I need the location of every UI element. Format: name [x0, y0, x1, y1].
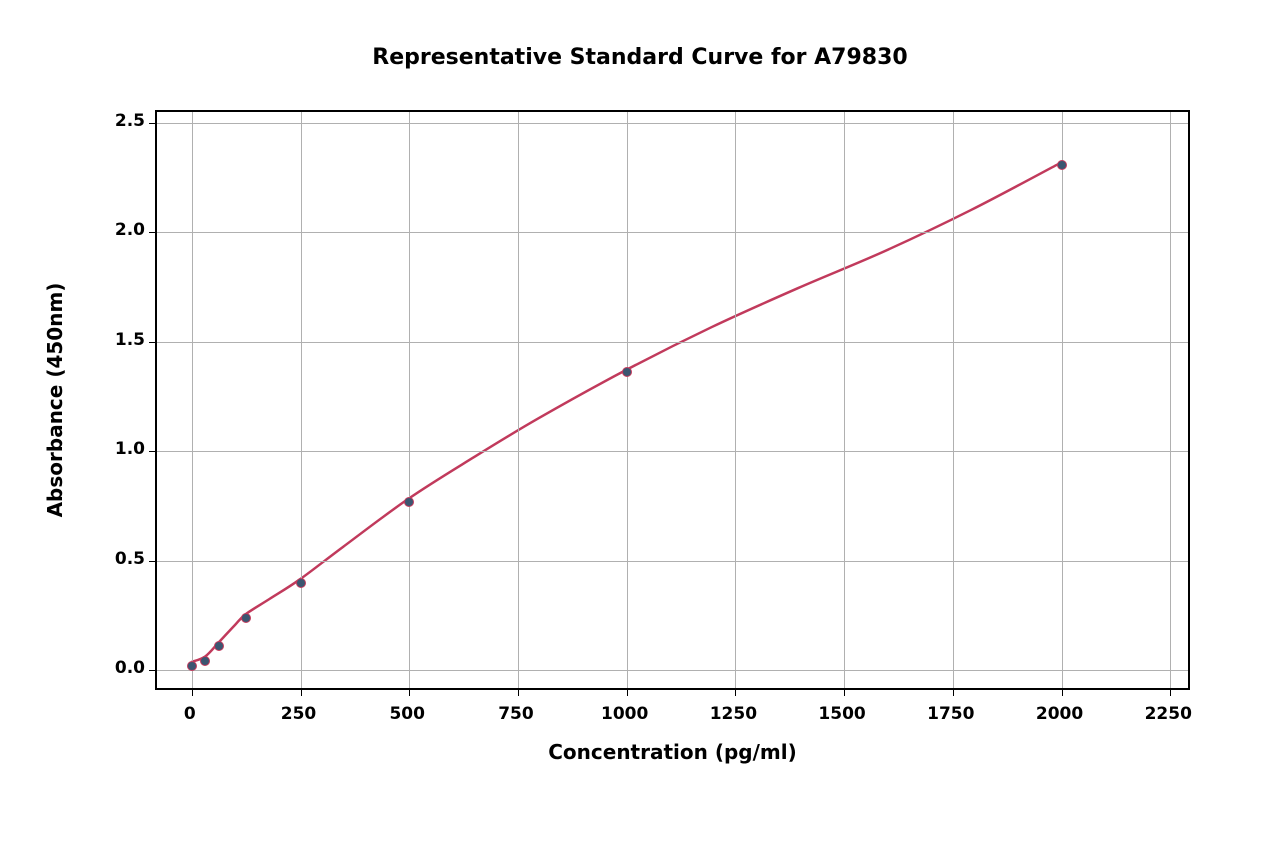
grid-line-vertical	[301, 112, 302, 688]
x-tick	[953, 688, 954, 696]
grid-line-vertical	[844, 112, 845, 688]
x-tick	[518, 688, 519, 696]
y-tick-label: 1.0	[105, 439, 145, 459]
data-point-marker	[1057, 160, 1067, 170]
x-tick	[627, 688, 628, 696]
x-tick	[1170, 688, 1171, 696]
x-tick-label: 250	[281, 704, 317, 724]
grid-line-vertical	[409, 112, 410, 688]
x-tick-label: 750	[498, 704, 534, 724]
grid-line-horizontal	[157, 123, 1188, 124]
x-tick	[844, 688, 845, 696]
data-point-marker	[404, 497, 414, 507]
grid-line-horizontal	[157, 561, 1188, 562]
x-tick	[192, 688, 193, 696]
x-axis-label: Concentration (pg/ml)	[548, 740, 797, 764]
curve-line-svg	[157, 112, 1188, 688]
data-point-marker	[296, 578, 306, 588]
chart-title: Representative Standard Curve for A79830	[372, 45, 907, 70]
data-point-marker	[187, 661, 197, 671]
x-tick-label: 2250	[1145, 704, 1192, 724]
grid-line-vertical	[518, 112, 519, 688]
data-point-marker	[622, 367, 632, 377]
x-tick	[1062, 688, 1063, 696]
plot-area	[155, 110, 1190, 690]
x-tick-label: 500	[389, 704, 425, 724]
grid-line-horizontal	[157, 342, 1188, 343]
grid-line-horizontal	[157, 232, 1188, 233]
x-tick-label: 1250	[710, 704, 757, 724]
grid-line-vertical	[192, 112, 193, 688]
y-tick-label: 2.5	[105, 111, 145, 131]
y-tick	[149, 561, 157, 562]
y-tick-label: 1.5	[105, 330, 145, 350]
x-tick-label: 1750	[927, 704, 974, 724]
chart-container: Representative Standard Curve for A79830…	[0, 0, 1280, 845]
grid-line-vertical	[953, 112, 954, 688]
x-tick-label: 1000	[601, 704, 648, 724]
y-tick-label: 0.5	[105, 549, 145, 569]
data-point-marker	[241, 613, 251, 623]
x-tick-label: 2000	[1036, 704, 1083, 724]
y-tick	[149, 123, 157, 124]
y-tick	[149, 670, 157, 671]
grid-line-horizontal	[157, 451, 1188, 452]
x-tick	[735, 688, 736, 696]
y-tick	[149, 342, 157, 343]
grid-line-vertical	[1062, 112, 1063, 688]
grid-line-horizontal	[157, 670, 1188, 671]
curve-line	[192, 164, 1058, 662]
grid-line-vertical	[735, 112, 736, 688]
y-tick-label: 2.0	[105, 220, 145, 240]
x-tick-label: 0	[184, 704, 196, 724]
x-tick	[301, 688, 302, 696]
x-tick-label: 1500	[818, 704, 865, 724]
x-tick	[409, 688, 410, 696]
data-point-marker	[200, 656, 210, 666]
data-point-marker	[214, 641, 224, 651]
y-tick-label: 0.0	[105, 658, 145, 678]
y-tick	[149, 451, 157, 452]
y-axis-label: Absorbance (450nm)	[43, 283, 67, 518]
grid-line-vertical	[1170, 112, 1171, 688]
y-tick	[149, 232, 157, 233]
grid-line-vertical	[627, 112, 628, 688]
